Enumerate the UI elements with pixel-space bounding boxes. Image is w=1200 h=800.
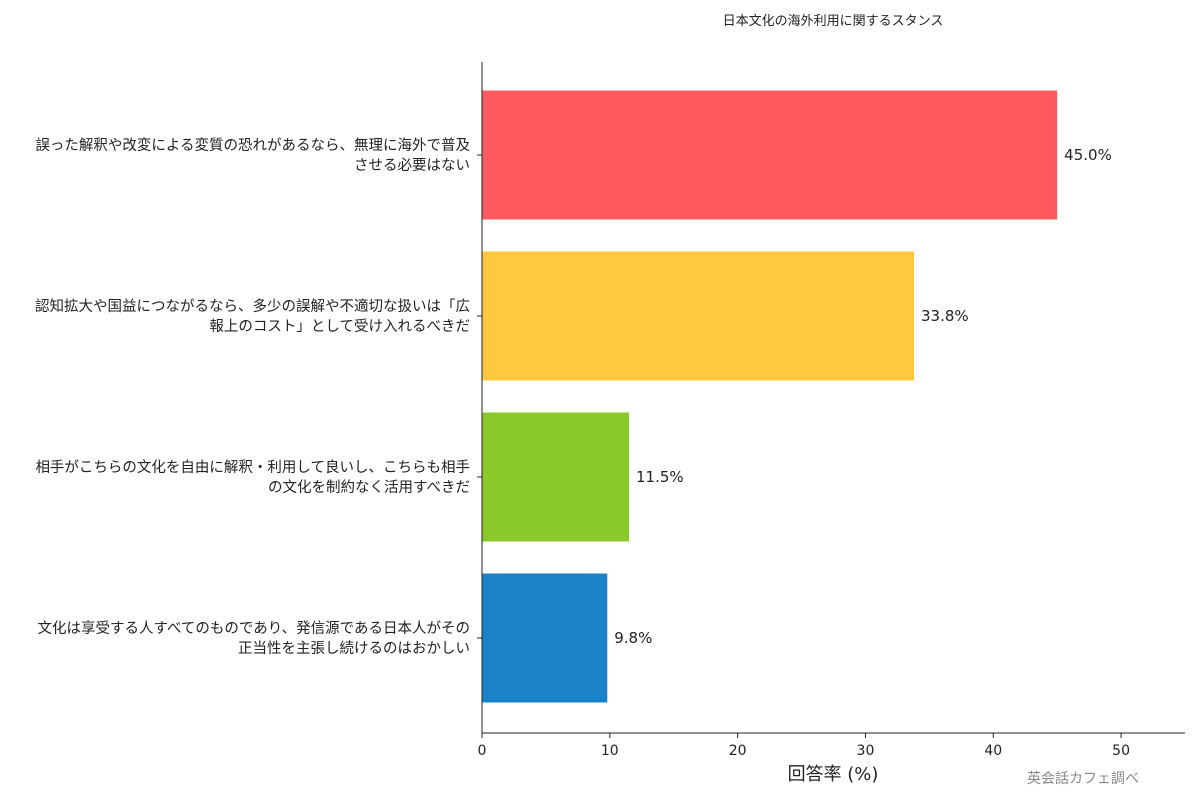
x-tick-label-2: 20 xyxy=(729,743,747,759)
category-label-2-line-1: の文化を制約なく活用すべきだ xyxy=(268,479,470,496)
value-label-3: 9.8% xyxy=(614,629,652,647)
x-tick-label-3: 30 xyxy=(857,743,875,759)
bar-3 xyxy=(482,573,608,703)
category-label-0-line-0: 誤った解釈や改変による変質の恐れがあるなら、無理に海外で普及 xyxy=(35,136,470,154)
x-tick-label-4: 40 xyxy=(984,743,1002,759)
value-label-0: 45.0% xyxy=(1064,146,1112,164)
category-label-0-line-1: させる必要はない xyxy=(354,157,470,174)
x-tick-label-1: 10 xyxy=(601,743,619,759)
value-label-1: 33.8% xyxy=(921,307,969,325)
category-label-1-line-0: 認知拡大や国益につながるなら、多少の誤解や不適切な扱いは「広 xyxy=(35,297,470,315)
category-label-3-line-0: 文化は享受する人すべてのものであり、発信源である日本人がその xyxy=(37,620,470,637)
bar-1 xyxy=(482,251,915,381)
axes-layer: 0 10 20 30 40 50 xyxy=(477,62,1185,759)
category-label-2-line-0: 相手がこちらの文化を自由に解釈・利用して良いし、こちらも相手 xyxy=(35,459,470,476)
x-tick-label-0: 0 xyxy=(478,743,487,759)
chart-title: 日本文化の海外利用に関するスタンス xyxy=(723,14,944,29)
category-label-3-line-1: 正当性を主張し続けるのはおかしい xyxy=(238,640,470,657)
bar-2 xyxy=(482,412,629,542)
labels-layer: 45.0% 誤った解釈や改変による変質の恐れがあるなら、無理に海外で普及させる必要… xyxy=(35,136,1112,657)
bar-0 xyxy=(482,90,1058,220)
bars-layer xyxy=(482,90,1058,703)
x-axis-title: 回答率 (%) xyxy=(788,764,879,785)
x-tick-label-5: 50 xyxy=(1112,743,1130,759)
category-label-1-line-1: 報上のコスト」として受け入れるべきだ xyxy=(209,318,470,335)
source-note: 英会話カフェ調べ xyxy=(1027,770,1139,787)
value-label-2: 11.5% xyxy=(636,468,684,486)
